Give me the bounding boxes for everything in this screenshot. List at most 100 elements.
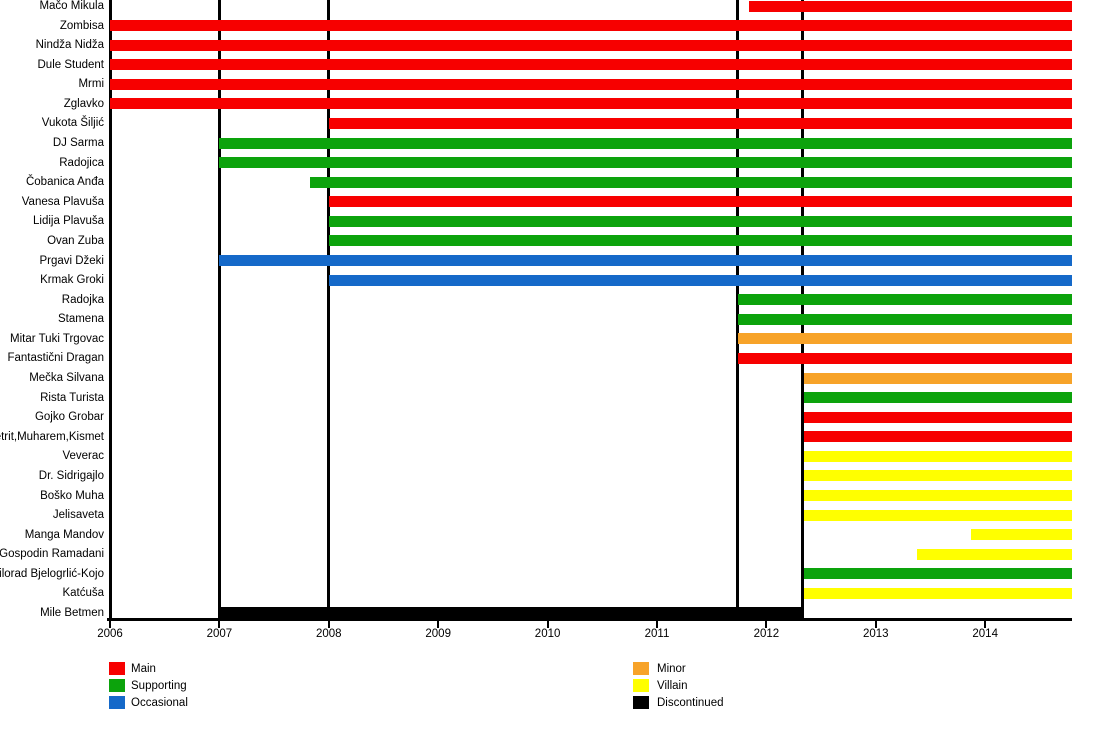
timeline-bar — [328, 235, 1072, 247]
axis-tick — [984, 621, 987, 628]
row-label: Dule Student — [37, 58, 105, 71]
timeline-bar — [803, 470, 1072, 482]
legend-swatch-villain — [633, 679, 649, 692]
timeline-bar — [737, 352, 1072, 364]
timeline-bar — [328, 196, 1072, 208]
row-label: Vukota Šiljić — [41, 117, 104, 130]
row-label: Petrit,Muharem,Kismet — [0, 430, 104, 443]
legend-swatch-occasional — [109, 696, 125, 709]
row-label: Prgavi Džeki — [39, 254, 104, 267]
row-label: Radojica — [59, 156, 104, 169]
axis-tick — [218, 621, 221, 628]
legend-swatch-discontinued — [633, 696, 649, 709]
row-label: Nindža Nidža — [35, 39, 104, 52]
season-divider — [736, 0, 740, 621]
timeline-bar — [328, 117, 1072, 129]
timeline-bar — [803, 431, 1072, 443]
axis-tick-label: 2012 — [753, 628, 780, 640]
legend-swatch-supporting — [109, 679, 125, 692]
axis-tick-label: 2007 — [206, 628, 233, 640]
timeline-bar — [803, 587, 1072, 599]
axis-tick — [874, 621, 877, 628]
row-label: Mrmi — [78, 78, 104, 91]
timeline-bar — [328, 215, 1072, 227]
row-label: Milorad Bjelogrlić-Kojo — [0, 567, 104, 580]
axis-tick — [765, 621, 768, 628]
row-label: Lidija Plavuša — [33, 215, 104, 228]
timeline-bar — [970, 529, 1072, 541]
axis-tick — [656, 621, 658, 628]
timeline-bar — [917, 548, 1072, 560]
row-label: Fantastični Dragan — [7, 352, 104, 365]
row-label: Radojka — [61, 293, 104, 306]
timeline-bar — [803, 509, 1072, 521]
legend-label-villain: Villain — [657, 680, 688, 692]
row-label: Zombisa — [59, 19, 104, 32]
timeline-bar — [219, 137, 1072, 149]
timeline-bar — [803, 490, 1072, 501]
row-label: Mačo Mikula — [39, 0, 104, 12]
timeline-bar — [219, 607, 804, 619]
timeline-bar — [803, 450, 1072, 462]
row-label: Stamena — [57, 313, 104, 326]
row-label: Katćuša — [62, 587, 104, 600]
row-label: Čobanica Anđa — [25, 176, 104, 189]
timeline-bar — [110, 39, 1072, 51]
row-label: Manga Mandov — [24, 528, 104, 541]
timeline-bar — [737, 313, 1072, 325]
x-axis-line — [107, 618, 1072, 621]
timeline-bar — [219, 157, 1072, 169]
timeline-bar — [737, 333, 1072, 345]
timeline-bar — [803, 411, 1072, 423]
axis-tick — [109, 621, 111, 628]
row-label: Mečka Silvana — [29, 372, 104, 385]
row-label: Gospodin Ramadani — [0, 548, 104, 561]
row-label: Veverac — [62, 450, 104, 463]
row-label: Rista Turista — [40, 391, 104, 404]
legend-label-supporting: Supporting — [131, 680, 187, 692]
timeline-bar — [310, 176, 1072, 188]
timeline-bar — [803, 392, 1072, 404]
timeline-bar — [219, 255, 1072, 267]
axis-tick-label: 2013 — [863, 628, 889, 640]
row-label: Boško Muha — [40, 489, 104, 502]
row-label: Vanesa Plavuša — [21, 195, 104, 208]
season-divider — [801, 0, 804, 621]
axis-tick-label: 2009 — [425, 628, 451, 640]
legend-label-occasional: Occasional — [131, 697, 188, 709]
row-label: Zglavko — [63, 97, 104, 110]
legend-label-minor: Minor — [657, 663, 686, 675]
row-label: Dr. Sidrigajlo — [38, 469, 104, 482]
timeline-bar — [110, 98, 1072, 110]
legend-swatch-minor — [633, 662, 649, 675]
timeline-bar — [328, 274, 1072, 286]
legend-label-discontinued: Discontinued — [657, 697, 724, 709]
timeline-bar — [110, 78, 1072, 90]
timeline-bar — [110, 20, 1072, 32]
row-label: Jelisaveta — [52, 509, 104, 522]
axis-tick-label: 2010 — [534, 628, 561, 640]
legend-label-main: Main — [131, 663, 156, 675]
timeline-bar — [803, 568, 1072, 580]
row-label: Gojko Grobar — [34, 411, 104, 424]
axis-tick — [437, 621, 440, 628]
axis-tick-label: 2014 — [972, 628, 998, 640]
timeline-bar — [737, 294, 1072, 306]
row-label: DJ Sarma — [52, 137, 104, 150]
axis-tick-label: 2008 — [316, 628, 342, 640]
row-label: Mile Betmen — [40, 606, 104, 619]
season-divider — [327, 0, 331, 621]
axis-tick-label: 2006 — [97, 628, 123, 640]
axis-tick — [546, 621, 549, 628]
plot-left-border — [108, 0, 112, 621]
timeline-bar — [110, 59, 1072, 71]
row-label: Mitar Tuki Trgovac — [10, 332, 104, 345]
row-label: Ovan Zuba — [47, 234, 104, 247]
legend-swatch-main — [109, 662, 125, 675]
row-label: Krmak Groki — [40, 274, 104, 287]
timeline-bar — [803, 372, 1072, 384]
axis-tick — [327, 621, 330, 628]
season-divider — [217, 0, 221, 621]
axis-tick-label: 2011 — [644, 628, 670, 640]
